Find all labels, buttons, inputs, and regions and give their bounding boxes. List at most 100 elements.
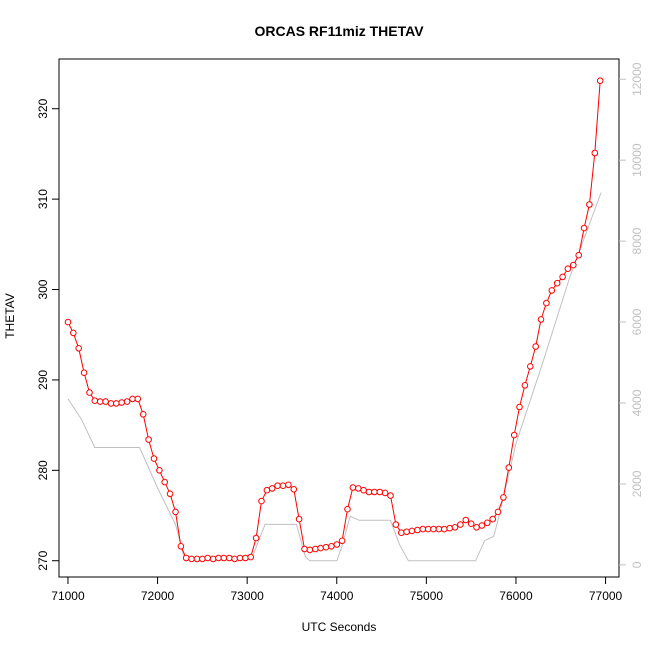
red-series-point [204,554,211,562]
red-series-point [129,395,136,403]
red-series-point [505,464,513,471]
red-series-point [290,486,298,493]
red-series-point [113,400,120,407]
red-series-point [215,554,222,562]
red-series-point [150,455,158,462]
y-tick-label: 300 [36,279,50,299]
red-series-point [242,554,249,562]
plot-frame [58,58,620,578]
red-series-point [596,77,604,84]
chart-title: ORCAS RF11miz THETAV [254,23,424,39]
red-series-point [408,527,416,535]
red-series-point [80,369,88,377]
red-series-point [306,546,314,554]
red-series-point [344,505,351,513]
red-series-point [494,508,502,516]
red-series-point [107,400,115,407]
y-tick-label: 290 [36,370,50,390]
red-series-point [462,516,470,524]
red-series-point [193,555,201,563]
y-tick-label: 280 [36,460,50,480]
red-series-point [532,343,540,350]
red-series-point [360,486,367,494]
series-layer [64,77,604,563]
red-series-point [564,265,572,273]
red-series-point [521,382,529,389]
y2-tick-label: 12000 [630,62,644,96]
red-series-point [489,515,497,523]
red-series-point [231,555,238,563]
x-tick-label: 75000 [410,589,444,603]
red-series-point [225,554,233,562]
red-series-point [419,525,427,533]
red-series-point [376,488,384,496]
axes: 71000 72000 73000 74000 75000 76000 77000 270 28… [36,62,644,603]
red-series-point [591,149,599,157]
red-series-point [96,398,104,405]
red-series-point [580,224,588,232]
red-series-point [134,395,142,403]
red-series-point [268,485,276,492]
x-tick-label: 76000 [499,589,533,603]
red-series-point [473,524,480,531]
red-series-point [392,521,400,528]
red-series-point [86,389,93,396]
red-series-point [537,316,545,323]
y2-tick-label: 0 [630,561,644,568]
x-tick-label: 74000 [320,589,354,603]
red-series-point [156,467,163,474]
red-series-point [285,481,292,489]
red-series-point [398,529,405,537]
red-series-point [236,554,244,562]
red-series-point [161,478,168,486]
red-series-point [424,525,432,533]
red-series-point [451,524,459,531]
red-series-point [312,545,319,553]
red-series-point [478,522,486,529]
y-tick-label: 320 [36,98,50,118]
red-series-point [387,492,394,499]
red-series-point [102,398,109,405]
red-series-point [570,261,577,269]
y2-tick-label: 8000 [630,227,644,254]
red-series-point [441,525,448,533]
red-series-point [371,488,378,496]
y-tick-label: 310 [36,189,50,209]
red-series-point [64,318,72,326]
red-series-point [188,555,195,563]
x-tick-label: 73000 [230,589,264,603]
y2-tick-label: 2000 [630,470,644,497]
red-series-point [414,526,421,534]
red-series-point [430,525,437,533]
red-series-point [457,521,464,528]
red-series-point [70,329,77,337]
red-series-point [301,545,308,553]
x-tick-label: 77000 [589,589,623,603]
red-series-point [247,553,254,561]
red-series-point [338,537,346,545]
red-series-point [543,299,550,307]
red-series-point [403,528,410,536]
red-series-point [548,287,556,294]
red-series-point [252,534,260,542]
y-axis-label: THETAV [3,293,17,339]
red-series-point [586,201,593,208]
red-series-point [91,397,99,405]
red-series-point [220,554,228,562]
red-series-point [527,363,534,370]
red-series-point [118,399,125,406]
y2-tick-label: 4000 [630,389,644,416]
red-series-point [182,554,190,562]
red-series-point [145,436,152,443]
red-series-point [333,541,341,548]
red-series-point [467,520,475,528]
red-series-point [500,494,507,501]
red-series-point [349,484,357,491]
red-series-point [317,544,324,552]
red-series-point [139,411,147,418]
x-tick-label: 71000 [51,589,85,603]
red-series-point [263,486,271,494]
red-series-point [365,488,373,496]
red-series-point [123,398,131,405]
